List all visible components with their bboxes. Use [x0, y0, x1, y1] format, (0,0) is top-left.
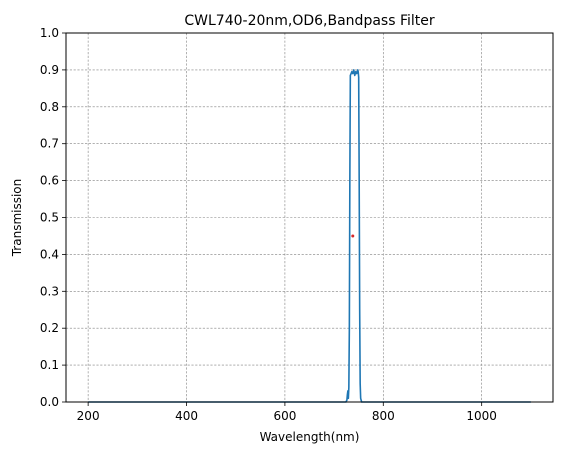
chart-title: CWL740-20nm,OD6,Bandpass Filter	[184, 13, 434, 29]
y-tick-label: 0.4	[40, 247, 59, 261]
y-tick-label: 0.5	[40, 211, 59, 225]
y-tick-label: 0.3	[40, 284, 59, 298]
y-tick-label: 1.0	[40, 26, 59, 40]
y-tick-label: 0.6	[40, 174, 59, 188]
x-axis-label: Wavelength(nm)	[260, 430, 360, 444]
data-point	[351, 234, 355, 238]
series-line	[88, 69, 531, 403]
y-tick-label: 0.9	[40, 63, 59, 77]
x-tick-label: 400	[175, 409, 198, 423]
y-tick-label: 0.0	[40, 395, 59, 409]
x-tick-label: 800	[372, 409, 395, 423]
y-tick-label: 0.2	[40, 321, 59, 335]
y-tick-label: 0.7	[40, 137, 59, 151]
y-axis-label: Transmission	[10, 179, 24, 258]
x-tick-label: 200	[77, 409, 100, 423]
plot-area	[88, 69, 531, 403]
x-tick-label: 600	[273, 409, 296, 423]
y-tick-label: 0.1	[40, 358, 59, 372]
x-tick-label: 1000	[466, 409, 497, 423]
ticks: 200 400 600 800 1000 0.0 0.1 0.2 0.3 0.4 0.5 0.6 0.7…	[40, 26, 497, 423]
y-tick-label: 0.8	[40, 100, 59, 114]
